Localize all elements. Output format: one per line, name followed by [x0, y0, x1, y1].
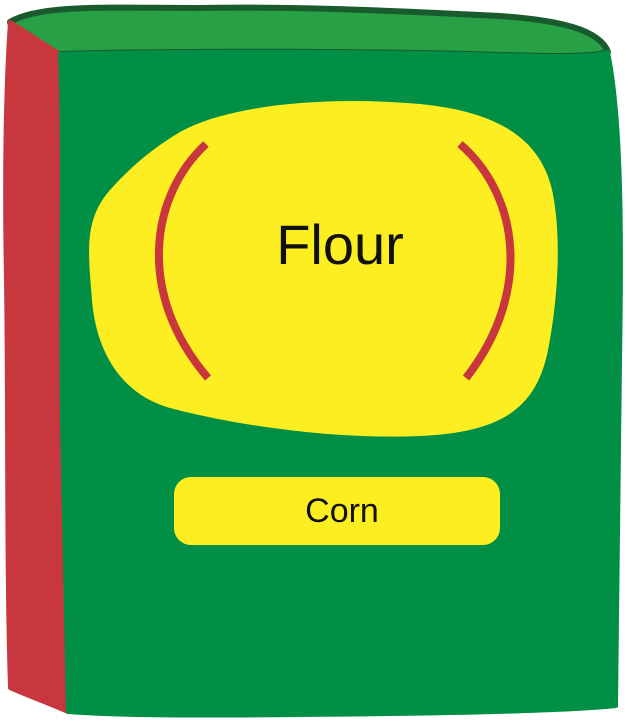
title-label-blob	[89, 101, 558, 437]
right-bracket-decoration	[457, 140, 515, 381]
product-variety: Corn	[305, 492, 379, 530]
package-side-panel	[3, 20, 70, 714]
left-bracket-decoration	[154, 141, 212, 381]
package-top-flap	[7, 4, 611, 59]
variety-label-pill	[174, 477, 500, 545]
product-title: Flour	[276, 213, 404, 276]
